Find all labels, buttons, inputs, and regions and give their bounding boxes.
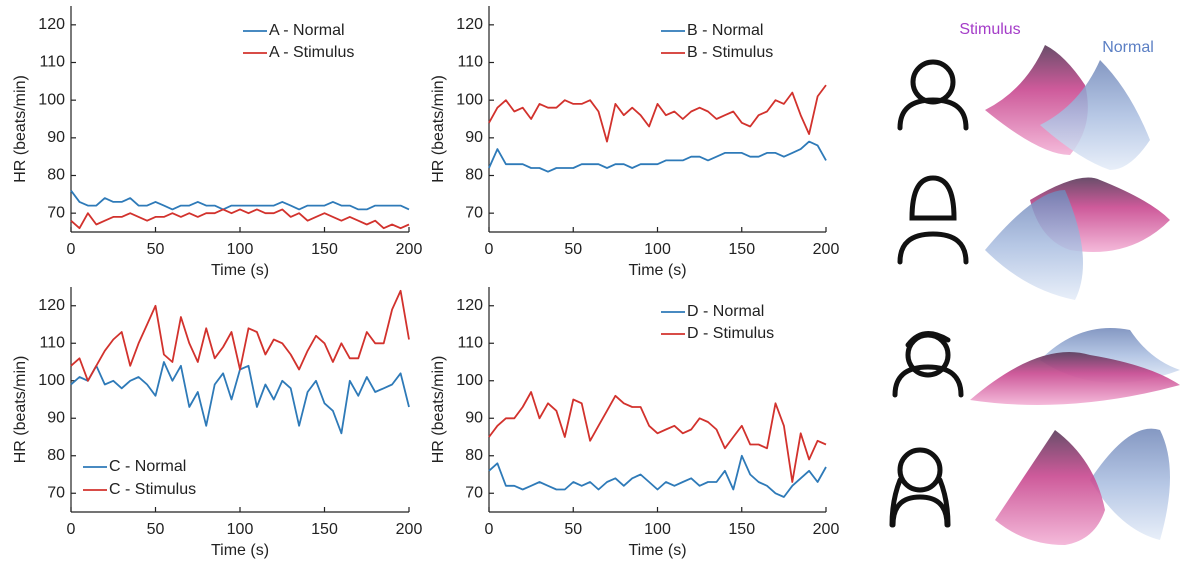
x-tick-label: 50 xyxy=(564,241,582,258)
normal-label: Normal xyxy=(1102,39,1154,56)
y-tick-label: 100 xyxy=(456,91,483,108)
chart-panel: 70 80 90 100 110 120 0 50 100 150 200 Time (s) HR (b… xyxy=(12,287,422,559)
y-axis-label: HR (beats/min) xyxy=(430,356,447,464)
legend-label: D - Stimulus xyxy=(687,325,774,342)
x-tick-label: 200 xyxy=(396,241,423,258)
y-tick-label: 100 xyxy=(38,91,65,108)
x-tick-label: 0 xyxy=(485,521,494,538)
line-series xyxy=(70,190,410,211)
x-tick-label: 100 xyxy=(227,241,254,258)
x-tick-label: 200 xyxy=(813,241,840,258)
y-axis-label: HR (beats/min) xyxy=(12,75,29,183)
legend-label: C - Normal xyxy=(109,458,186,475)
y-tick-label: 90 xyxy=(465,409,483,426)
x-tick-label: 0 xyxy=(485,241,494,258)
y-tick-label: 90 xyxy=(465,129,483,146)
y-tick-label: 90 xyxy=(47,409,65,426)
y-axis-label: HR (beats/min) xyxy=(12,356,29,464)
line-series xyxy=(488,454,827,498)
legend-label: A - Stimulus xyxy=(269,44,354,61)
surfaces xyxy=(970,45,1180,545)
y-axis-label: HR (beats/min) xyxy=(430,75,447,183)
x-tick-label: 200 xyxy=(813,521,840,538)
y-tick-label: 80 xyxy=(47,447,65,464)
y-tick-label: 70 xyxy=(465,484,483,501)
x-axis-label: Time (s) xyxy=(628,542,686,559)
legend-label: C - Stimulus xyxy=(109,481,196,498)
x-axis-label: Time (s) xyxy=(211,262,269,279)
x-tick-label: 100 xyxy=(227,521,254,538)
y-tick-label: 120 xyxy=(38,297,65,314)
y-tick-label: 100 xyxy=(456,372,483,389)
y-tick-label: 120 xyxy=(456,16,483,33)
x-tick-label: 50 xyxy=(564,521,582,538)
y-tick-label: 80 xyxy=(465,167,483,184)
y-tick-label: 110 xyxy=(39,334,65,351)
x-tick-label: 150 xyxy=(311,521,338,538)
y-tick-label: 70 xyxy=(465,204,483,221)
chart-panel: 70 80 90 100 110 120 0 50 100 150 200 Time (s) HR (b… xyxy=(430,6,839,279)
chart-panel: 70 80 90 100 110 120 0 50 100 150 200 Time (s) HR (b… xyxy=(12,6,422,279)
chart-panel: 70 80 90 100 110 120 0 50 100 150 200 Time (s) HR (b… xyxy=(430,287,839,559)
legend-label: B - Normal xyxy=(687,22,763,39)
legend-label: A - Normal xyxy=(269,22,345,39)
x-tick-label: 200 xyxy=(396,521,423,538)
y-tick-label: 110 xyxy=(457,54,483,71)
y-tick-label: 120 xyxy=(456,297,483,314)
y-tick-label: 80 xyxy=(465,447,483,464)
line-series xyxy=(488,84,827,143)
y-tick-label: 120 xyxy=(38,16,65,33)
x-axis-label: Time (s) xyxy=(628,262,686,279)
x-tick-label: 50 xyxy=(147,521,165,538)
y-tick-label: 100 xyxy=(38,372,65,389)
stimulus-label: Stimulus xyxy=(959,21,1020,38)
line-series xyxy=(70,208,410,230)
x-axis-label: Time (s) xyxy=(211,542,269,559)
line-series xyxy=(70,361,410,435)
x-tick-label: 150 xyxy=(311,241,338,258)
line-series xyxy=(488,391,827,483)
x-tick-label: 0 xyxy=(67,241,76,258)
y-tick-label: 110 xyxy=(457,334,483,351)
y-tick-label: 70 xyxy=(47,204,65,221)
x-tick-label: 150 xyxy=(728,241,755,258)
illustration: Stimulus Normal xyxy=(889,21,1180,545)
legend-label: B - Stimulus xyxy=(687,44,773,61)
x-tick-label: 100 xyxy=(644,521,671,538)
x-tick-label: 150 xyxy=(728,521,755,538)
y-tick-label: 80 xyxy=(47,167,65,184)
x-tick-label: 0 xyxy=(67,521,76,538)
y-tick-label: 70 xyxy=(47,484,65,501)
person-icons xyxy=(889,59,969,528)
line-series xyxy=(70,289,410,382)
line-series xyxy=(488,140,827,173)
x-tick-label: 100 xyxy=(644,241,671,258)
y-tick-label: 90 xyxy=(47,129,65,146)
legend-label: D - Normal xyxy=(687,303,764,320)
y-tick-label: 110 xyxy=(39,54,65,71)
x-tick-label: 50 xyxy=(147,241,165,258)
